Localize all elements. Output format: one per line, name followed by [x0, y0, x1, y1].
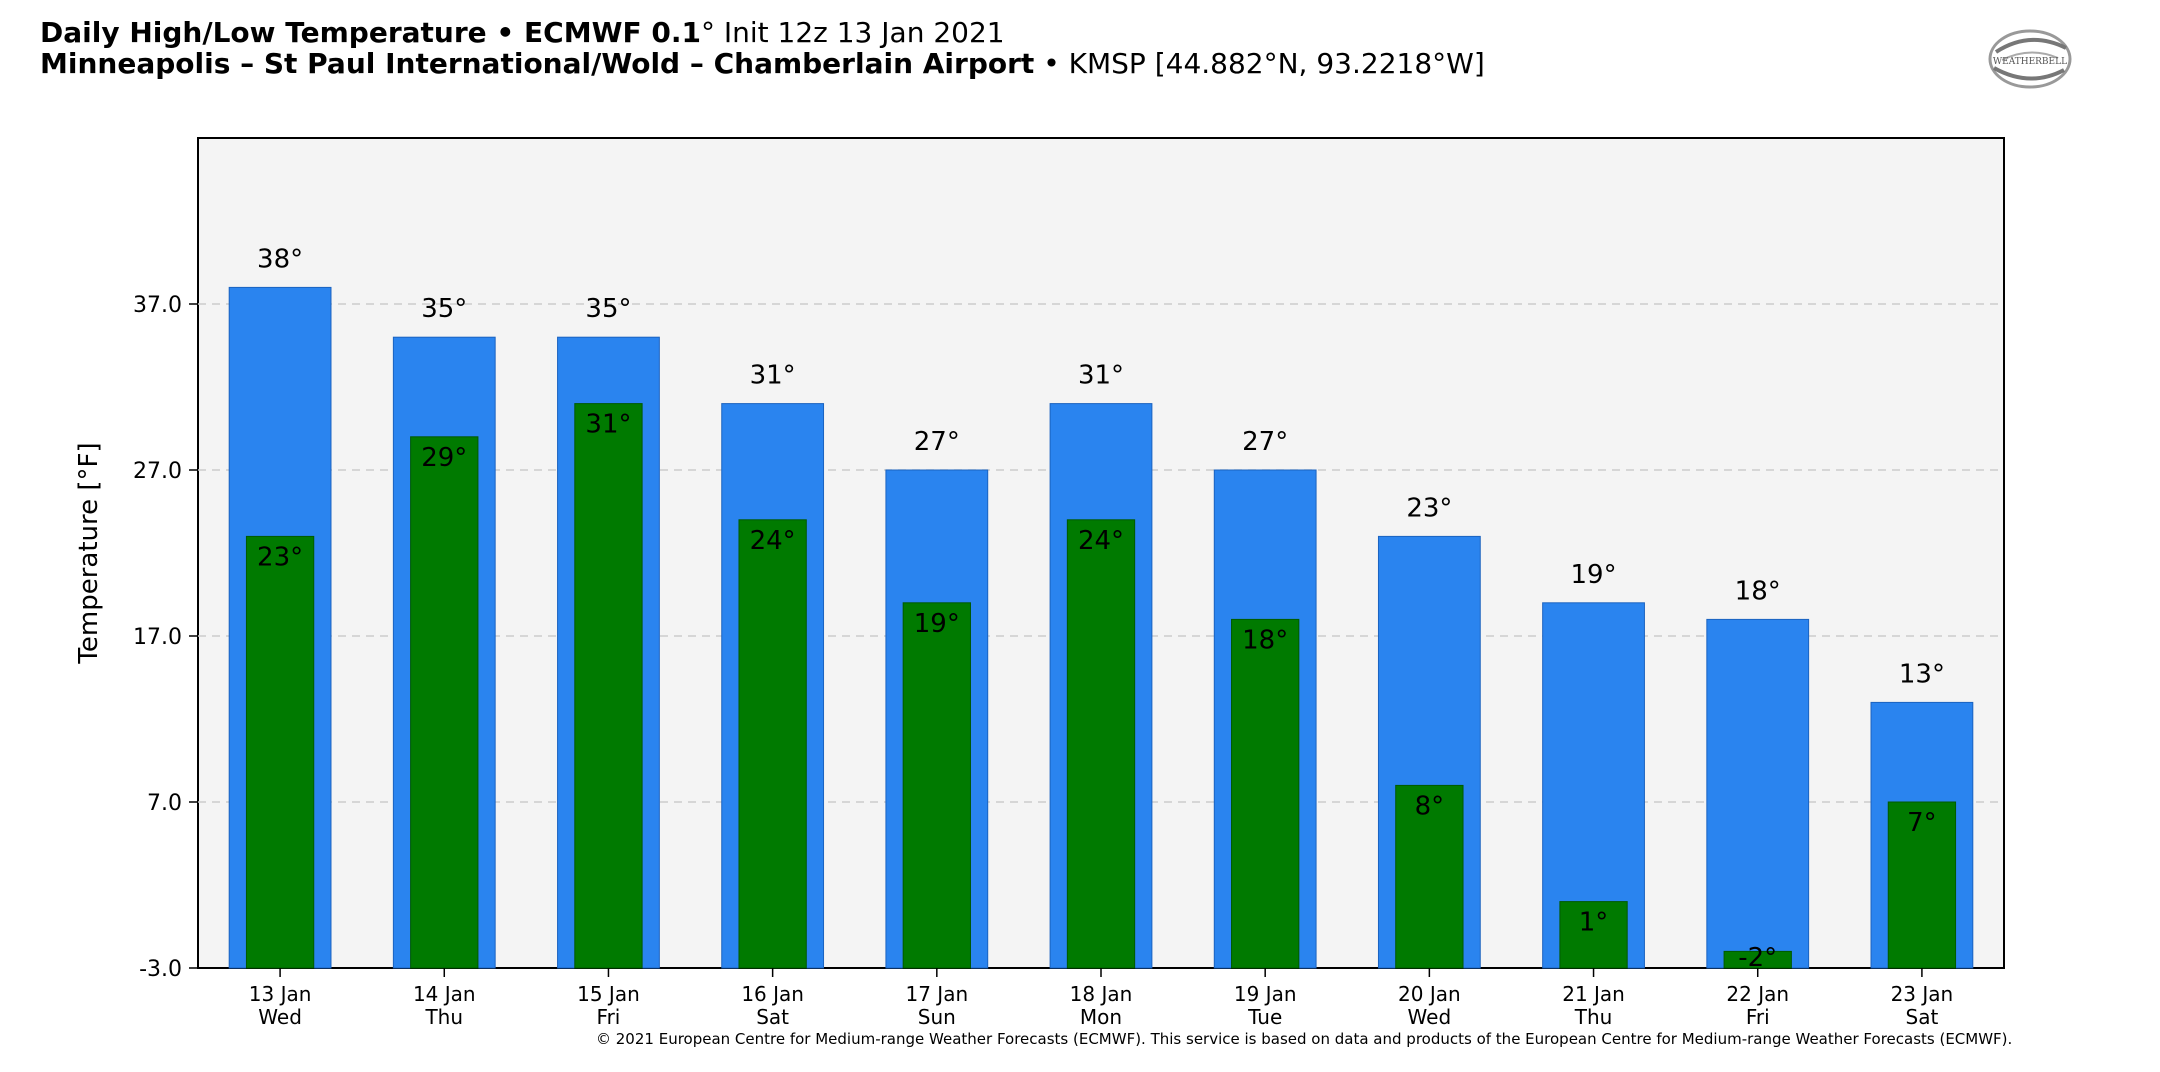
high-temp-label: 27°	[914, 427, 960, 457]
title-degree: °	[700, 16, 715, 49]
low-temp-bar	[1066, 519, 1136, 969]
x-tick-date: 20 Jan	[1398, 982, 1461, 1006]
low-temp-label: 31°	[585, 410, 631, 440]
x-tick-date: 22 Jan	[1726, 982, 1789, 1006]
y-tick-label: -3.0	[139, 957, 182, 982]
low-temp-label: 24°	[750, 526, 796, 556]
x-tick-date: 17 Jan	[905, 982, 968, 1006]
low-temp-label: 1°	[1579, 908, 1609, 938]
low-temp-label: 23°	[257, 542, 303, 572]
x-tick-weekday: Thu	[1574, 1005, 1613, 1029]
low-temp-bar	[245, 535, 315, 969]
x-tick-date: 13 Jan	[249, 982, 312, 1006]
copyright-footer: © 2021 European Centre for Medium-range …	[596, 1030, 2013, 1048]
low-temp-label: 19°	[914, 609, 960, 639]
location-coords: • KMSP [44.882°N, 93.2218°W]	[1034, 47, 1485, 80]
high-temp-label: 35°	[421, 294, 467, 324]
low-temp-bar	[574, 403, 643, 969]
chart-subtitle: Minneapolis – St Paul International/Wold…	[40, 47, 1485, 80]
high-temp-label: 18°	[1735, 576, 1781, 606]
high-temp-label: 13°	[1899, 659, 1945, 689]
x-tick-weekday: Sat	[1906, 1005, 1939, 1029]
low-temp-bar	[738, 519, 807, 969]
low-temp-label: 7°	[1907, 808, 1937, 838]
x-tick-weekday: Fri	[597, 1005, 621, 1029]
title-init: Init 12z 13 Jan 2021	[714, 16, 1005, 49]
high-temp-label: 38°	[257, 244, 303, 274]
high-temp-label: 31°	[750, 361, 796, 391]
x-tick-date: 18 Jan	[1070, 982, 1133, 1006]
y-tick-label: 37.0	[133, 293, 182, 318]
low-temp-bar	[1887, 801, 1957, 969]
x-tick-weekday: Wed	[1408, 1005, 1452, 1029]
location-name: Minneapolis – St Paul International/Wold…	[40, 47, 1035, 80]
weatherbell-swirl-logo-icon: WEATHERBELL	[1988, 29, 2072, 89]
x-tick-weekday: Tue	[1247, 1005, 1282, 1029]
logo-text: WEATHERBELL	[1993, 57, 2067, 67]
y-tick-label: 7.0	[147, 791, 182, 816]
x-tick-date: 19 Jan	[1234, 982, 1297, 1006]
low-temp-label: 29°	[421, 443, 467, 473]
title-main: Daily High/Low Temperature • ECMWF 0.1	[40, 16, 701, 49]
high-temp-label: 31°	[1078, 361, 1124, 391]
x-tick-weekday: Wed	[258, 1005, 302, 1029]
low-temp-label: 18°	[1242, 625, 1288, 655]
low-temp-bar	[902, 602, 971, 969]
chart-title: Daily High/Low Temperature • ECMWF 0.1° …	[40, 16, 1005, 49]
low-temp-label: 24°	[1078, 526, 1124, 556]
x-tick-date: 15 Jan	[577, 982, 640, 1006]
x-tick-date: 14 Jan	[413, 982, 476, 1006]
high-temp-label: 35°	[585, 294, 631, 324]
low-temp-bar	[1559, 901, 1628, 969]
y-tick-label: 17.0	[133, 625, 182, 650]
low-temp-label: 8°	[1415, 791, 1445, 821]
x-tick-weekday: Mon	[1080, 1005, 1122, 1029]
x-tick-date: 21 Jan	[1562, 982, 1625, 1006]
x-tick-weekday: Sun	[918, 1005, 956, 1029]
high-temp-label: 19°	[1570, 560, 1616, 590]
high-temp-label: 27°	[1242, 427, 1288, 457]
low-temp-bar	[1231, 618, 1300, 969]
high-temp-bar	[1706, 618, 1810, 969]
x-tick-weekday: Sat	[756, 1005, 789, 1029]
y-axis-label: Temperature [°F]	[74, 442, 104, 664]
x-tick-date: 23 Jan	[1891, 982, 1954, 1006]
x-tick-date: 16 Jan	[741, 982, 804, 1006]
y-tick-label: 27.0	[133, 459, 182, 484]
high-temp-label: 23°	[1406, 493, 1452, 523]
x-tick-weekday: Fri	[1746, 1005, 1770, 1029]
x-tick-weekday: Thu	[424, 1005, 463, 1029]
low-temp-bar	[410, 436, 479, 969]
